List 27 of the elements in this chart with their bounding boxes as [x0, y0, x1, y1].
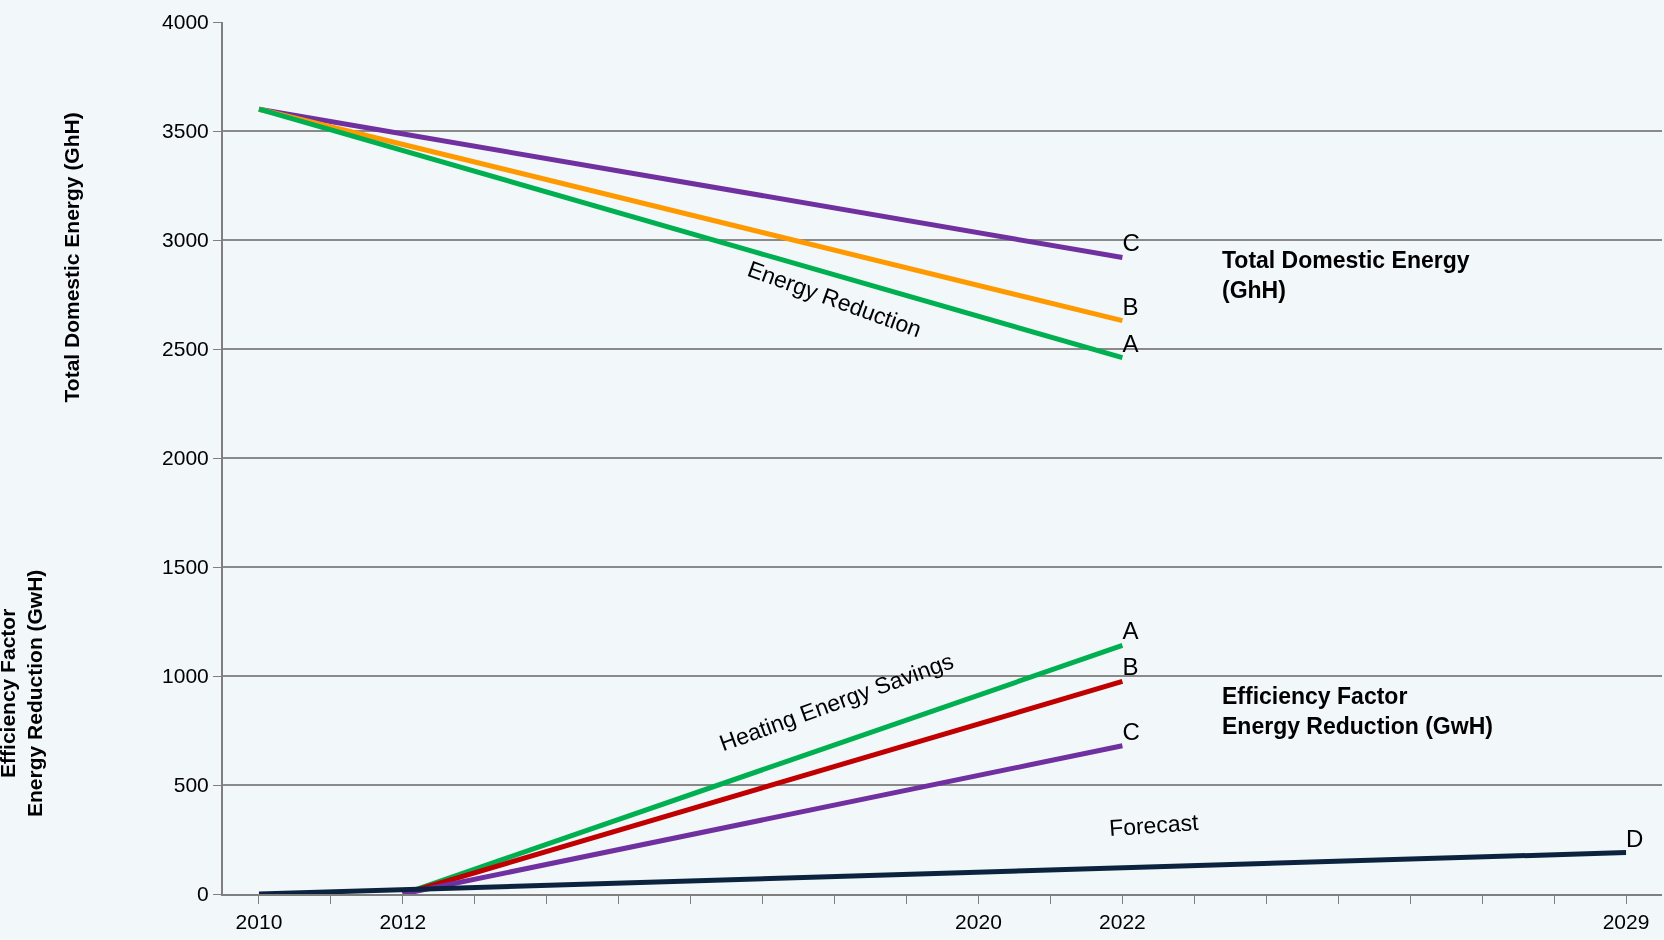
series-label: B [1122, 292, 1139, 320]
y-tick-label: 0 [197, 882, 209, 906]
x-tick-label: 2020 [955, 910, 1002, 934]
x-tick-label: 2012 [379, 910, 427, 934]
y-tick-label: 1500 [162, 555, 209, 579]
y-tick-label: 1000 [162, 664, 209, 688]
annotation: Total Domestic Energy (GhH) [1222, 247, 1470, 303]
x-tick-label: 2010 [235, 910, 283, 934]
annotation: Efficiency Factor Energy Reduction (GwH) [1222, 683, 1493, 739]
y-tick-label: 3500 [162, 119, 209, 143]
x-tick-label: 2029 [1602, 910, 1650, 934]
y-tick-label: 2000 [162, 446, 209, 470]
annotation: Heating Energy Savings [715, 647, 957, 757]
series-label: D [1626, 824, 1644, 852]
series-label: B [1122, 653, 1139, 681]
y-axis-title: Total Domestic Energy (GhH) [59, 112, 83, 403]
series-label: A [1122, 617, 1139, 645]
text: Efficiency Factor Energy Reduction (GwH) [0, 569, 47, 817]
y-tick-label: 3000 [162, 228, 209, 252]
y-tick-label: 500 [173, 773, 209, 797]
series-label: A [1122, 329, 1139, 357]
x-tick-label: 2022 [1099, 910, 1146, 934]
annotation: Forecast [1108, 808, 1200, 842]
y-tick-label: 2500 [162, 337, 209, 361]
series-label: C [1122, 229, 1140, 257]
y-tick-label: 4000 [162, 10, 209, 34]
series-label: C [1122, 717, 1140, 745]
